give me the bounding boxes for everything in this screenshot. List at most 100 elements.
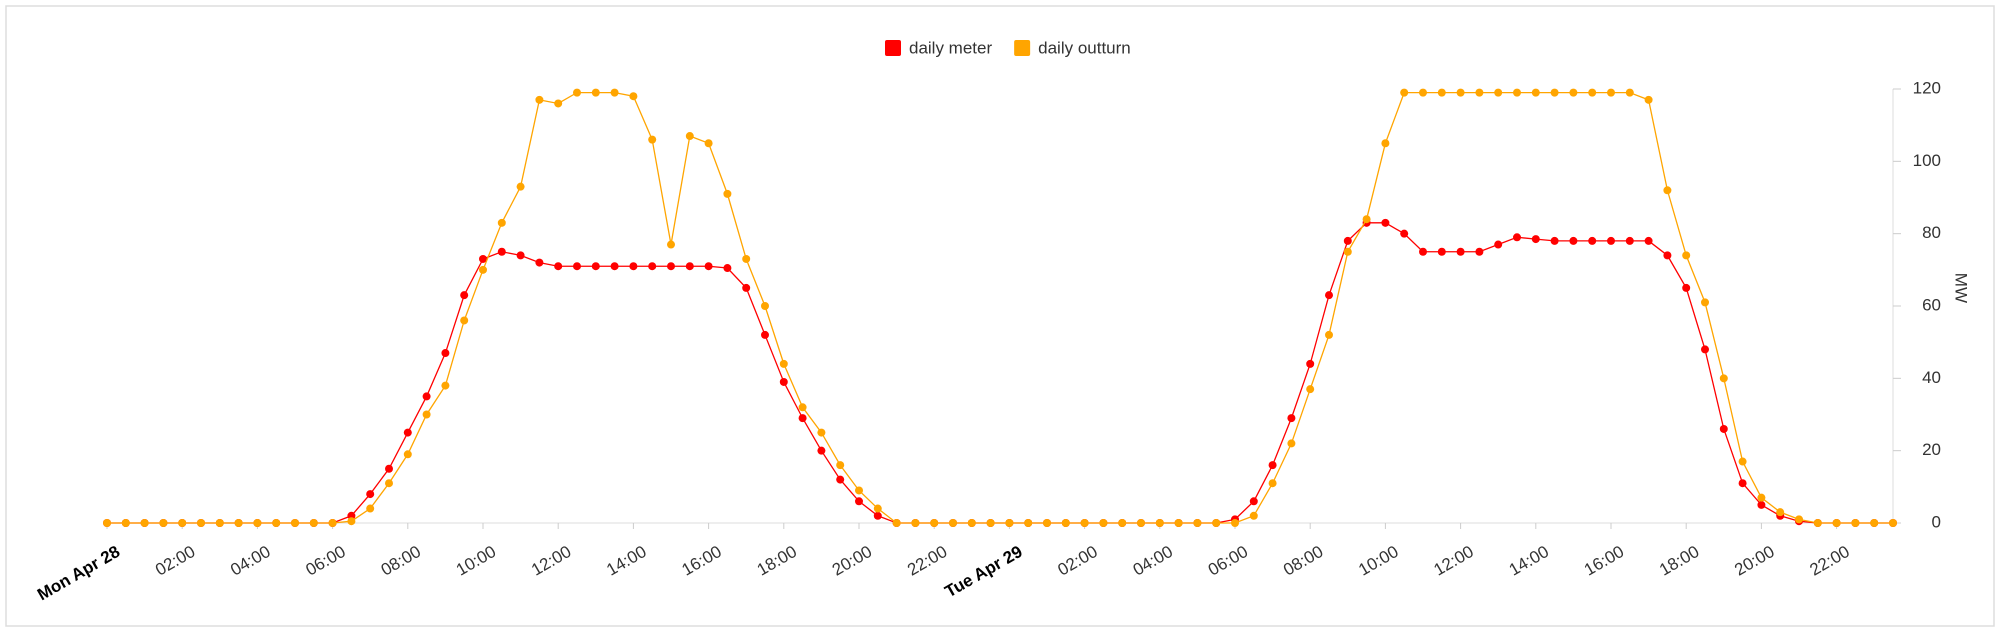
data-point [742, 283, 751, 292]
data-point [1343, 247, 1352, 256]
data-point [403, 450, 412, 459]
x-tick-label: 12:00 [1430, 542, 1476, 580]
data-point [253, 519, 262, 527]
x-tick-label: 10:00 [453, 542, 499, 580]
data-point [1475, 88, 1484, 97]
data-point [497, 247, 506, 256]
data-point [403, 428, 412, 437]
data-point [1513, 233, 1521, 242]
data-point [385, 479, 393, 488]
data-point [1325, 330, 1333, 339]
data-point [930, 519, 939, 527]
data-point [1381, 139, 1390, 148]
data-point [1644, 236, 1653, 245]
data-point [591, 262, 600, 271]
data-point [1174, 519, 1183, 527]
data-point [986, 519, 995, 527]
data-point [1757, 493, 1766, 502]
data-point [873, 511, 882, 520]
data-point [1381, 218, 1390, 227]
data-point [1644, 95, 1653, 104]
x-tick-label: 08:00 [378, 542, 424, 580]
data-point [855, 486, 863, 495]
x-tick-label: 04:00 [1130, 542, 1176, 580]
data-point [685, 262, 694, 271]
y-tick-label: 0 [1932, 512, 1941, 531]
data-point [1231, 519, 1239, 527]
data-point [1701, 298, 1709, 307]
data-point [667, 240, 675, 249]
data-point [1249, 511, 1258, 520]
data-point [1625, 236, 1634, 245]
x-tick-label: 22:00 [1806, 542, 1852, 580]
data-point [967, 519, 976, 527]
legend-swatch [885, 40, 901, 56]
data-point [1287, 439, 1296, 448]
data-point [704, 139, 713, 148]
data-point [422, 392, 431, 401]
x-tick-label: 14:00 [1506, 542, 1552, 580]
data-point [667, 262, 675, 271]
data-point [911, 519, 920, 527]
x-tick-label: 16:00 [1581, 542, 1627, 580]
data-point [1419, 247, 1427, 256]
x-tick-label: 02:00 [152, 542, 198, 580]
data-point [1306, 385, 1315, 394]
data-point [1005, 519, 1014, 527]
data-point [610, 88, 619, 97]
data-point [1137, 519, 1145, 527]
data-point [798, 414, 807, 423]
data-point [1437, 247, 1446, 256]
data-point [892, 519, 901, 527]
data-point [1776, 508, 1785, 517]
data-point [817, 428, 826, 437]
data-point [460, 291, 469, 300]
data-point [573, 88, 581, 97]
data-point [704, 262, 713, 271]
data-point [385, 464, 393, 473]
data-point [197, 519, 205, 527]
data-point [1287, 414, 1296, 423]
x-tick-label: 06:00 [1205, 542, 1251, 580]
data-point [648, 135, 657, 144]
data-point [1701, 345, 1709, 354]
data-point [761, 330, 769, 339]
y-tick-label: 80 [1922, 223, 1941, 242]
data-point [798, 403, 807, 412]
data-point [1889, 519, 1897, 527]
data-point [366, 490, 375, 499]
x-tick-label: 22:00 [904, 542, 950, 580]
data-point [178, 519, 187, 527]
data-point [1343, 236, 1352, 245]
x-tick-label: 06:00 [302, 542, 348, 580]
data-point [1607, 88, 1615, 97]
data-point [1625, 88, 1634, 97]
legend-label: daily outturn [1038, 38, 1131, 57]
data-point [761, 302, 769, 310]
data-point [1456, 247, 1465, 256]
data-point [1719, 424, 1728, 433]
data-point [817, 446, 826, 455]
data-point [309, 519, 318, 527]
data-point [1870, 519, 1879, 527]
data-point [554, 99, 563, 108]
data-point [1832, 519, 1841, 527]
data-point [1757, 500, 1766, 509]
data-point [516, 251, 525, 260]
data-point [1795, 515, 1803, 524]
data-point [1738, 457, 1747, 466]
data-point [347, 517, 356, 526]
data-point [366, 504, 375, 513]
data-point [836, 461, 845, 470]
x-tick-label: 14:00 [603, 542, 649, 580]
data-point [441, 381, 450, 390]
data-point [140, 519, 149, 527]
data-point [479, 265, 487, 274]
y-tick-label: 40 [1922, 368, 1941, 387]
data-point [1494, 88, 1503, 97]
y-axis-label: MW [1952, 273, 1971, 303]
data-point [1268, 479, 1277, 488]
data-point [1569, 236, 1578, 245]
data-point [1249, 497, 1258, 506]
